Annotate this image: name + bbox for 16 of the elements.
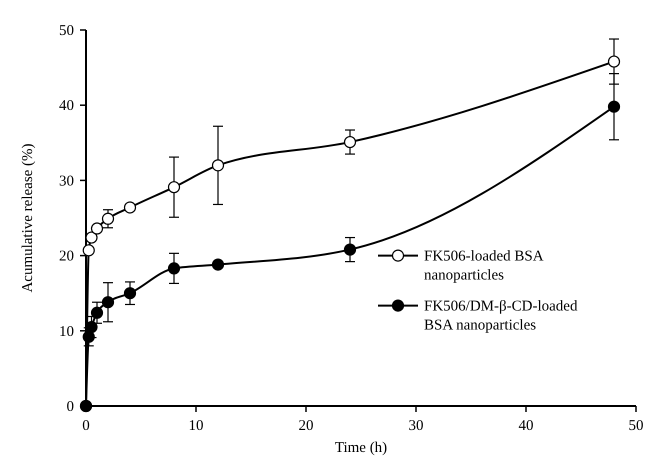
y-tick-label: 50	[59, 23, 74, 39]
x-tick-label: 50	[628, 418, 644, 434]
y-tick-label: 20	[59, 248, 74, 265]
x-axis-title: Time (h)	[334, 440, 388, 456]
legend-label: FK506-loaded BSA nanoparticles	[424, 248, 544, 284]
x-tick-label: 40	[518, 418, 534, 434]
legend-label: FK506/DM-β-CD-loaded BSA nanoparticles	[424, 298, 578, 334]
y-tick-label: 30	[59, 173, 74, 190]
y-axis-title: Acumulative release (%)	[20, 143, 36, 293]
x-tick-label: 20	[298, 418, 314, 434]
x-tick-label: 30	[408, 418, 424, 434]
x-tick-label: 10	[188, 418, 204, 434]
x-tick-label: 0	[82, 418, 90, 434]
y-tick-label: 0	[66, 399, 74, 415]
y-tick-label: 10	[59, 324, 74, 340]
y-tick-label: 40	[59, 98, 74, 114]
